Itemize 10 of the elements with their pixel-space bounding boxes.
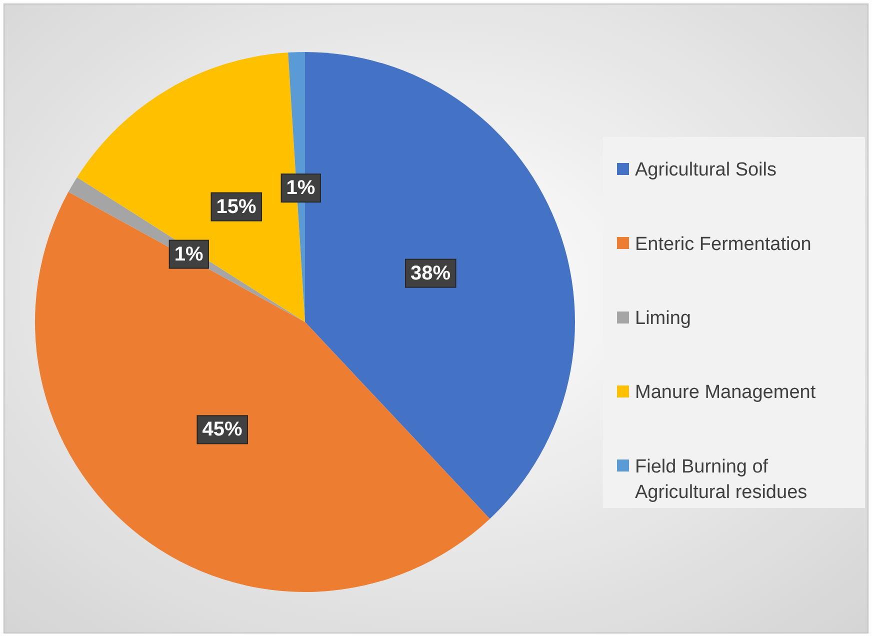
legend-label: Agricultural Soils: [635, 160, 776, 181]
data-label: 38%: [410, 262, 451, 284]
data-label: 1%: [286, 177, 316, 200]
legend-label: Field Burning of Agricultural residues: [635, 456, 808, 504]
data-label: 15%: [216, 196, 257, 218]
data-label: 1%: [174, 243, 204, 266]
legend-label: Enteric Fermentation: [635, 234, 812, 255]
data-label: 45%: [202, 418, 242, 441]
legend-label: Manure Management: [635, 382, 816, 404]
legend-label: Liming: [635, 308, 691, 329]
